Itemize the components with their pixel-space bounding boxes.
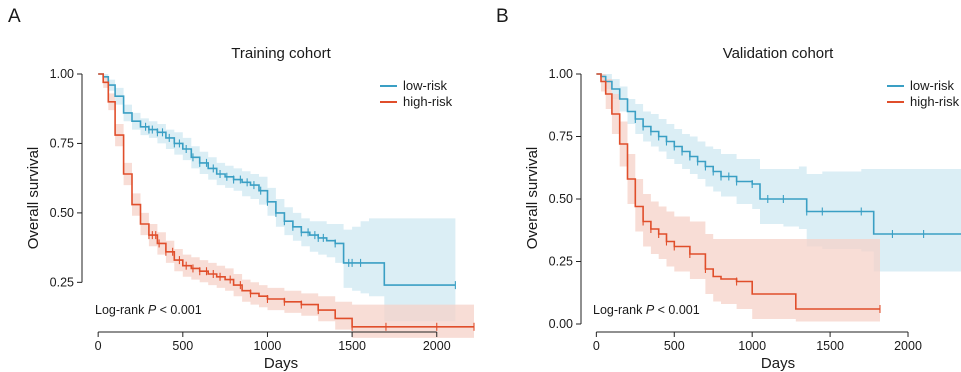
- logrank-annotation-training: Log-rank P < 0.001: [95, 303, 202, 317]
- confidence-band-low-risk: [98, 74, 456, 322]
- panel-letter-a: A: [8, 6, 21, 27]
- legend-label-high-risk: high-risk: [403, 94, 453, 109]
- plot-area-training: 0.25 0.50 0.75 1.00 0 500 1000 1500 2000: [50, 67, 475, 353]
- plot-area-validation: 0.00 0.25 0.50 0.75 1.00 0 500 1000 1500 2000: [549, 67, 961, 353]
- y-tick-label: 0.00: [549, 317, 573, 331]
- y-axis-title-validation: Overall survival: [524, 147, 541, 250]
- x-tick-label: 1000: [254, 339, 282, 353]
- confidence-band-low-risk: [596, 74, 961, 272]
- y-axis-title-training: Overall survival: [25, 147, 42, 250]
- confidence-band-high-risk: [596, 74, 880, 322]
- panel-b: B Validation cohort 0.00 0.25 0.50 0.75 1.00…: [496, 6, 961, 372]
- legend-label-high-risk: high-risk: [910, 94, 960, 109]
- y-tick-label: 0.75: [50, 136, 74, 150]
- x-tick-label: 0: [95, 339, 102, 353]
- y-tick-label: 1.00: [549, 67, 573, 81]
- y-tick-label: 0.25: [50, 275, 74, 289]
- legend-label-low-risk: low-risk: [403, 78, 448, 93]
- y-tick-label: 0.50: [549, 192, 573, 206]
- x-axis-title-validation: Days: [761, 355, 795, 372]
- chart-title-validation: Validation cohort: [723, 45, 834, 62]
- x-tick-label: 500: [172, 339, 193, 353]
- legend-training: low-risk high-risk: [380, 78, 453, 109]
- legend-label-low-risk: low-risk: [910, 78, 955, 93]
- panel-a: A Training cohort 0.25 0.50 0.75 1.00 0 500 10…: [8, 6, 475, 372]
- x-tick-label: 1000: [738, 339, 766, 353]
- x-tick-label: 1500: [338, 339, 366, 353]
- x-axis-title-training: Days: [264, 355, 298, 372]
- legend-validation: low-risk high-risk: [887, 78, 960, 109]
- x-tick-label: 500: [664, 339, 685, 353]
- x-tick-label: 2000: [894, 339, 922, 353]
- x-tick-label: 1500: [816, 339, 844, 353]
- confidence-band-high-risk: [98, 74, 474, 338]
- x-tick-label: 2000: [423, 339, 451, 353]
- y-tick-label: 0.50: [50, 206, 74, 220]
- panel-letter-b: B: [496, 6, 509, 27]
- logrank-annotation-validation: Log-rank P < 0.001: [593, 303, 700, 317]
- x-tick-label: 0: [593, 339, 600, 353]
- y-tick-label: 0.75: [549, 130, 573, 144]
- y-tick-label: 0.25: [549, 255, 573, 269]
- survival-curve-low-risk: [596, 73, 961, 235]
- y-tick-label: 1.00: [50, 67, 74, 81]
- chart-title-training: Training cohort: [231, 45, 331, 62]
